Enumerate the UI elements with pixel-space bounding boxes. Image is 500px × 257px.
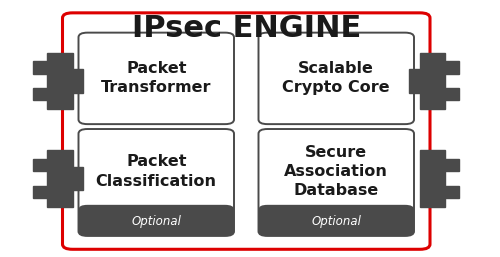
Bar — [445, 186, 459, 198]
Bar — [270, 209, 402, 222]
FancyBboxPatch shape — [258, 205, 414, 236]
Bar — [48, 150, 72, 207]
Text: IPsec ENGINE: IPsec ENGINE — [132, 14, 361, 43]
Text: Optional: Optional — [312, 215, 361, 228]
Polygon shape — [409, 69, 420, 93]
FancyBboxPatch shape — [78, 33, 234, 124]
Bar — [420, 53, 445, 109]
FancyBboxPatch shape — [62, 13, 430, 249]
Bar — [34, 159, 48, 171]
Bar — [34, 186, 48, 198]
FancyBboxPatch shape — [78, 129, 234, 236]
Text: Packet
Transformer: Packet Transformer — [101, 61, 212, 96]
Polygon shape — [72, 167, 84, 190]
Bar — [34, 61, 48, 74]
FancyBboxPatch shape — [78, 205, 234, 236]
Bar — [445, 88, 459, 100]
FancyBboxPatch shape — [258, 33, 414, 124]
Text: Scalable
Crypto Core: Scalable Crypto Core — [282, 61, 390, 96]
Polygon shape — [72, 69, 84, 93]
Text: Optional: Optional — [132, 215, 181, 228]
Bar — [34, 88, 48, 100]
Bar — [420, 150, 445, 207]
FancyBboxPatch shape — [258, 129, 414, 236]
Text: Packet
Classification: Packet Classification — [96, 154, 217, 189]
Bar — [445, 159, 459, 171]
Bar — [90, 209, 222, 222]
Bar — [48, 53, 72, 109]
Bar — [445, 61, 459, 74]
Text: Secure
Association
Database: Secure Association Database — [284, 145, 388, 198]
